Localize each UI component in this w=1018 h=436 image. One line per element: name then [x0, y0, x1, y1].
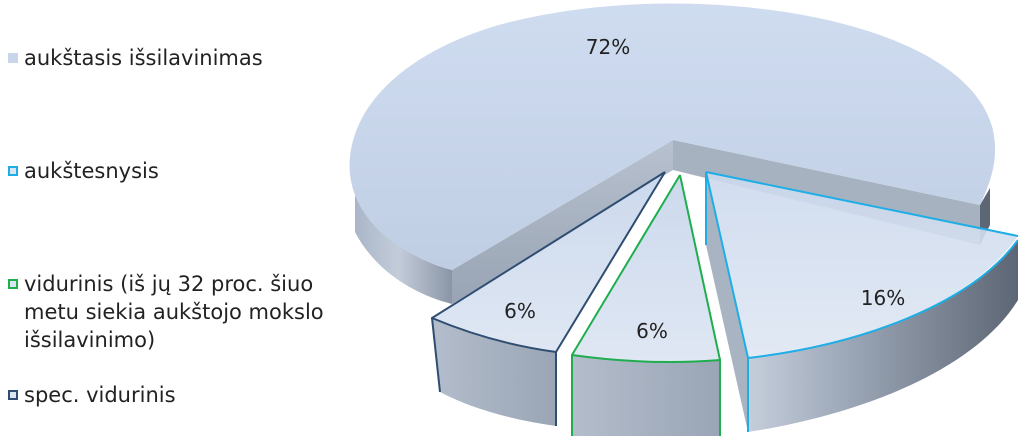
legend-label-spec-vidurinis: spec. vidurinis — [24, 383, 176, 407]
slice-aukstasis-top — [349, 3, 996, 271]
data-label-vidurinis: 6% — [636, 319, 668, 343]
data-label-aukstasis: 72% — [586, 35, 630, 59]
slice-aukstesnysis-outline — [705, 171, 1018, 432]
slice-spec-vidurinis-top — [432, 172, 665, 352]
pie-slice-aukstesnysis — [705, 171, 1018, 432]
slice-aukstasis-cut-face — [452, 140, 673, 304]
legend-item-vidurinis: vidurinis (iš jų 32 proc. šiuo metu siek… — [8, 270, 324, 354]
data-label-aukstesnysis: 16% — [861, 286, 905, 310]
legend-swatch-aukstasis — [8, 53, 18, 63]
legend-swatch-vidurinis — [8, 279, 18, 289]
legend-label-vidurinis: vidurinis (iš jų 32 proc. šiuo metu siek… — [24, 272, 324, 352]
legend-swatch-aukstesnysis — [8, 166, 18, 176]
legend-swatch-spec-vidurinis — [8, 390, 18, 400]
legend-item-aukstesnysis: aukštesnysis — [8, 157, 159, 185]
slice-aukstesnysis-cut-face — [706, 172, 748, 432]
slice-aukstesnysis-top — [706, 172, 1018, 358]
slice-vidurinis-outline — [571, 174, 721, 436]
slice-aukstasis-side — [355, 195, 452, 304]
slice-vidurinis-top — [572, 175, 720, 363]
legend-item-spec-vidurinis: spec. vidurinis — [8, 381, 176, 409]
legend-item-aukstasis: aukštasis išsilavinimas — [8, 44, 263, 72]
legend-label-aukstesnysis: aukštesnysis — [24, 159, 159, 183]
pie-chart: 72% 16% 6% 6% — [349, 3, 1018, 436]
slice-spec-vidurinis-side — [432, 318, 556, 426]
slice-aukstesnysis-side — [748, 240, 1018, 432]
slice-spec-vidurinis-outline — [430, 171, 666, 426]
data-label-spec-vidurinis: 6% — [504, 299, 536, 323]
chart-legend: aukštasis išsilavinimas aukštesnysis vid… — [0, 0, 360, 436]
slice-vidurinis-side — [572, 355, 720, 436]
pie-slice-vidurinis — [571, 174, 721, 436]
legend-label-aukstasis: aukštasis išsilavinimas — [24, 46, 263, 70]
pie-slice-spec-vidurinis — [430, 171, 666, 426]
